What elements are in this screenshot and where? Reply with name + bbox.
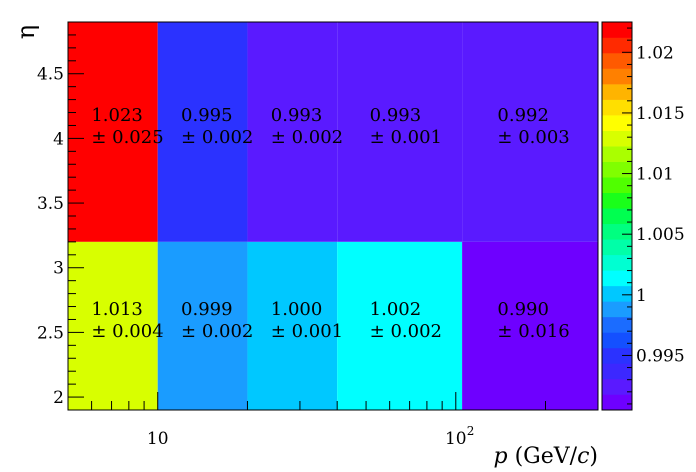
palette-swatch [602,53,632,69]
cell-error-label: ± 0.003 [497,127,569,148]
palette-swatch [602,130,632,147]
palette-swatch [602,99,632,116]
palette-swatch [602,115,632,131]
y-tick-label: 2 [53,388,64,408]
palette-swatch [602,254,632,271]
cell-value-label: 0.993 [271,105,323,126]
axes: 10 10 222.533.544.5 [37,21,599,449]
heatmap-cell [337,22,463,242]
y-tick-label: 4.5 [37,65,64,85]
heatmap-cell [337,241,463,410]
heatmap-cell [462,241,598,410]
cell-error-label: ± 0.002 [271,127,343,148]
y-axis-title: η [12,25,40,39]
heatmap-cell [247,241,338,410]
heatmap-cell [247,22,338,242]
heatmap-cell [68,22,158,242]
heatmap-cells [68,22,598,410]
cell-value-label: 0.990 [497,299,549,320]
cell-value-label: 0.993 [370,105,422,126]
cell-error-label: ± 0.001 [271,321,343,342]
z-tick-label: 1.02 [636,43,674,63]
palette-swatch [602,316,632,333]
heatmap-cell [157,22,248,242]
palette-swatch [602,223,632,240]
palette-swatch [602,347,632,364]
palette-swatch [602,332,632,349]
cell-error-label: ± 0.004 [91,321,163,342]
palette-swatch [602,192,632,209]
y-tick-label: 4 [53,129,64,149]
palette-swatch [602,301,632,318]
cell-error-label: ± 0.016 [497,321,569,342]
palette-swatch [602,84,632,100]
palette-swatch [602,161,632,178]
cell-value-label: 0.999 [181,299,233,320]
palette-frame [601,21,633,411]
y-tick-label: 3 [53,259,64,279]
heatmap-cell [157,241,248,410]
cell-value-label: 0.995 [181,105,233,126]
palette-swatch [602,208,632,225]
z-tick-label: 1.015 [636,104,685,124]
x-axis-title: p (GeV/c) [494,444,599,469]
palette-swatch [602,37,632,54]
palette-swatch [602,146,632,162]
x-tick-label-exponent: 2 [467,424,475,438]
cell-error-label: ± 0.002 [181,321,253,342]
cell-value-label: 0.992 [497,105,549,126]
color-scale: 0.995 1 1.005 1.01 1.015 1.02 [601,21,685,411]
cell-value-label: 1.013 [91,299,143,320]
palette-swatch [602,239,632,256]
cell-error-label: ± 0.025 [91,127,163,148]
cell-value-label: 1.002 [370,299,422,320]
y-tick-label: 2.5 [37,323,64,343]
z-tick-label: 0.995 [636,346,685,366]
cell-value-label: 1.000 [271,299,323,320]
x-tick-label: 10 [147,429,169,449]
palette-swatch [602,68,632,85]
cell-error-label: ± 0.002 [370,321,442,342]
x-tick-label: 10 [445,429,467,449]
cell-error-label: ± 0.001 [370,127,442,148]
y-tick-label: 3.5 [37,194,64,214]
cell-value-label: 1.023 [91,105,143,126]
cell-error-label: ± 0.002 [181,127,253,148]
heatmap-cell [462,22,598,242]
z-tick-label: 1 [636,286,647,306]
heatmap-cell [68,241,158,410]
palette-swatch [602,177,632,194]
palette-swatch [602,270,632,287]
z-tick-label: 1.005 [636,225,685,245]
palette-swatch [602,378,632,395]
palette-swatch [602,285,632,302]
palette-swatch [602,363,632,380]
palette-swatch [602,394,632,411]
palette-swatch [602,22,632,38]
z-tick-label: 1.01 [636,165,674,185]
